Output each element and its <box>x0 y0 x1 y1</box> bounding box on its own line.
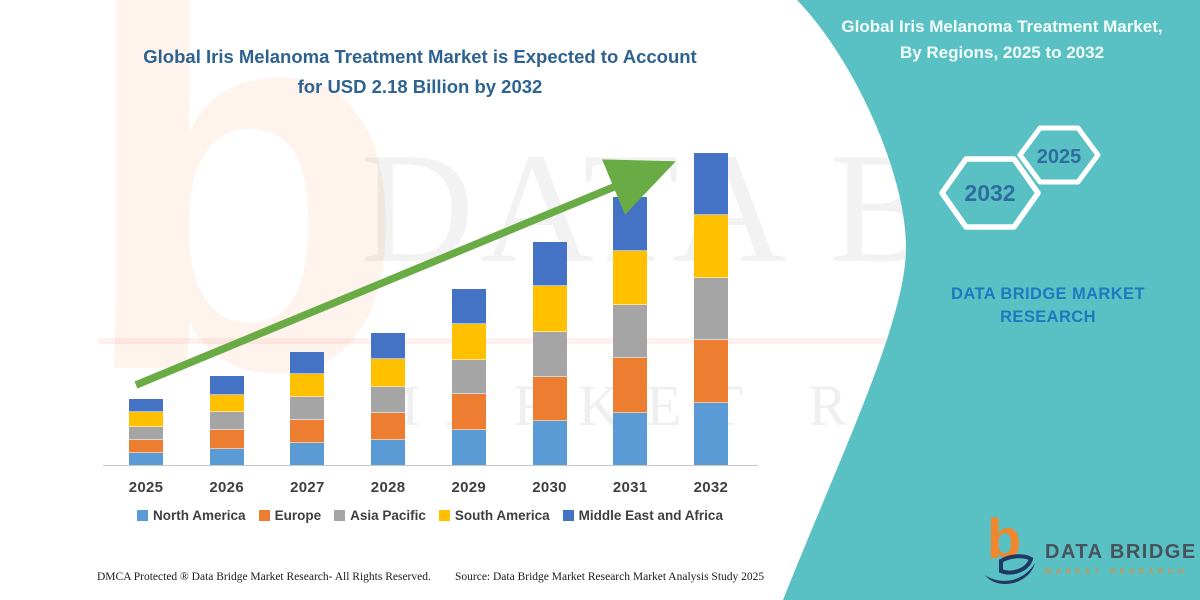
stacked-bar-2027 <box>290 351 325 465</box>
bar-segment-europe <box>129 439 163 453</box>
bar-segment-middle-east-and-africa <box>129 399 163 413</box>
legend-item-asia-pacific: Asia Pacific <box>334 508 426 523</box>
stacked-bar-2032 <box>693 153 728 465</box>
bar-segment-south-america <box>290 373 325 397</box>
bar-segment-asia-pacific <box>290 396 325 420</box>
bar-segment-europe <box>290 419 325 443</box>
legend-swatch <box>438 510 450 521</box>
hexagon-2025-label: 2025 <box>1037 146 1082 168</box>
bar-segment-middle-east-and-africa <box>290 351 325 374</box>
stacked-bar-2025 <box>129 399 163 465</box>
dmca-notice: DMCA Protected ® Data Bridge Market Rese… <box>97 571 431 583</box>
bar-segment-south-america <box>532 286 567 333</box>
bar-segment-south-america <box>693 214 728 278</box>
bar-segment-europe <box>451 394 486 431</box>
bar-segment-south-america <box>613 250 648 306</box>
legend-label: Middle East and Africa <box>578 508 723 523</box>
x-axis-label-2025: 2025 <box>128 479 164 496</box>
legend-label: South America <box>454 508 550 523</box>
x-axis-label-2027: 2027 <box>290 479 325 496</box>
bar-segment-middle-east-and-africa <box>371 333 406 360</box>
chart-legend: North America Europe Asia Pacific South Ame… <box>90 508 770 523</box>
databridge-logo-icon: b <box>985 511 1037 589</box>
stacked-bar-2030 <box>532 241 567 465</box>
bar-segment-middle-east-and-africa <box>532 241 567 287</box>
x-axis-label-2029: 2029 <box>451 479 487 496</box>
bar-segment-north-america <box>290 442 325 465</box>
legend-swatch <box>562 510 574 521</box>
brand-texts: DATA BRIDGE MARKET RESEARCH <box>1045 541 1197 576</box>
legend-item-middle-east-and-africa: Middle East and Africa <box>562 508 723 523</box>
bar-segment-middle-east-and-africa <box>451 289 486 324</box>
x-axis-line <box>103 465 758 466</box>
bar-segment-middle-east-and-africa <box>693 153 728 215</box>
brand-name: DATA BRIDGE <box>1045 540 1197 563</box>
bar-segment-europe <box>371 412 406 441</box>
x-axis-label-2032: 2032 <box>693 479 729 496</box>
chart-title-line2: for USD 2.18 Billion by 2032 <box>297 75 543 97</box>
bar-segment-north-america <box>613 412 648 465</box>
bar-segment-south-america <box>371 359 406 387</box>
bar-segment-europe <box>209 429 244 449</box>
x-axis-label-2028: 2028 <box>370 479 406 496</box>
bar-segment-north-america <box>209 448 244 465</box>
bar-segment-asia-pacific <box>451 359 486 395</box>
bar-segment-north-america <box>532 421 567 465</box>
bar-segment-asia-pacific <box>129 426 163 440</box>
legend-swatch <box>334 510 346 521</box>
bar-segment-asia-pacific <box>532 332 567 377</box>
legend-item-north-america: North America <box>137 508 246 523</box>
bar-segment-north-america <box>371 440 406 465</box>
bar-segment-europe <box>613 358 648 413</box>
legend-item-south-america: South America <box>438 508 550 523</box>
bar-segment-north-america <box>451 430 486 465</box>
legend-swatch <box>258 510 270 521</box>
x-axis-label-2026: 2026 <box>209 479 244 496</box>
legend-label: North America <box>153 508 246 523</box>
legend-swatch <box>137 510 149 521</box>
bar-segment-north-america <box>129 452 163 465</box>
legend-item-europe: Europe <box>258 508 322 523</box>
side-panel-heading: Global Iris Melanoma Treatment Market, B… <box>841 17 1163 63</box>
brand-subtitle: MARKET RESEARCH <box>1045 566 1188 576</box>
bar-segment-asia-pacific <box>613 305 648 359</box>
hexagon-2025 <box>1017 125 1101 185</box>
logo-swoosh <box>985 554 1035 585</box>
legend-label: Europe <box>274 508 322 523</box>
bar-segment-north-america <box>693 402 728 465</box>
bar-segment-asia-pacific <box>209 412 244 430</box>
bar-segment-asia-pacific <box>371 386 406 413</box>
year-hexagons: 2032 2025 <box>939 125 1101 230</box>
x-axis-label-2030: 2030 <box>532 479 567 496</box>
chart-title-line1: Global Iris Melanoma Treatment Market is… <box>143 46 697 67</box>
bar-segment-south-america <box>451 323 486 360</box>
stacked-bar-2028 <box>371 333 406 465</box>
bar-segment-south-america <box>129 412 163 427</box>
bar-segment-europe <box>532 376 567 422</box>
brand-footer-logo: b DATA BRIDGE MARKET RESEARCH <box>985 511 1197 589</box>
bar-segment-middle-east-and-africa <box>209 376 244 395</box>
stacked-bar-2026 <box>209 376 244 465</box>
stacked-bar-2029 <box>451 289 486 465</box>
chart-title: Global Iris Melanoma Treatment Market is… <box>60 42 780 101</box>
x-axis-label-2031: 2031 <box>612 479 648 496</box>
source-note: Source: Data Bridge Market Research Mark… <box>455 571 765 583</box>
hexagon-2032-label: 2032 <box>964 180 1015 206</box>
hexagon-2032 <box>939 156 1041 230</box>
bar-segment-europe <box>693 339 728 403</box>
trend-arrow-line <box>134 159 676 389</box>
brand-caption: DATA BRIDGE MARKET RESEARCH <box>951 285 1145 327</box>
legend-label: Asia Pacific <box>350 508 426 523</box>
bar-segment-asia-pacific <box>693 277 728 340</box>
bar-segment-south-america <box>209 395 244 413</box>
